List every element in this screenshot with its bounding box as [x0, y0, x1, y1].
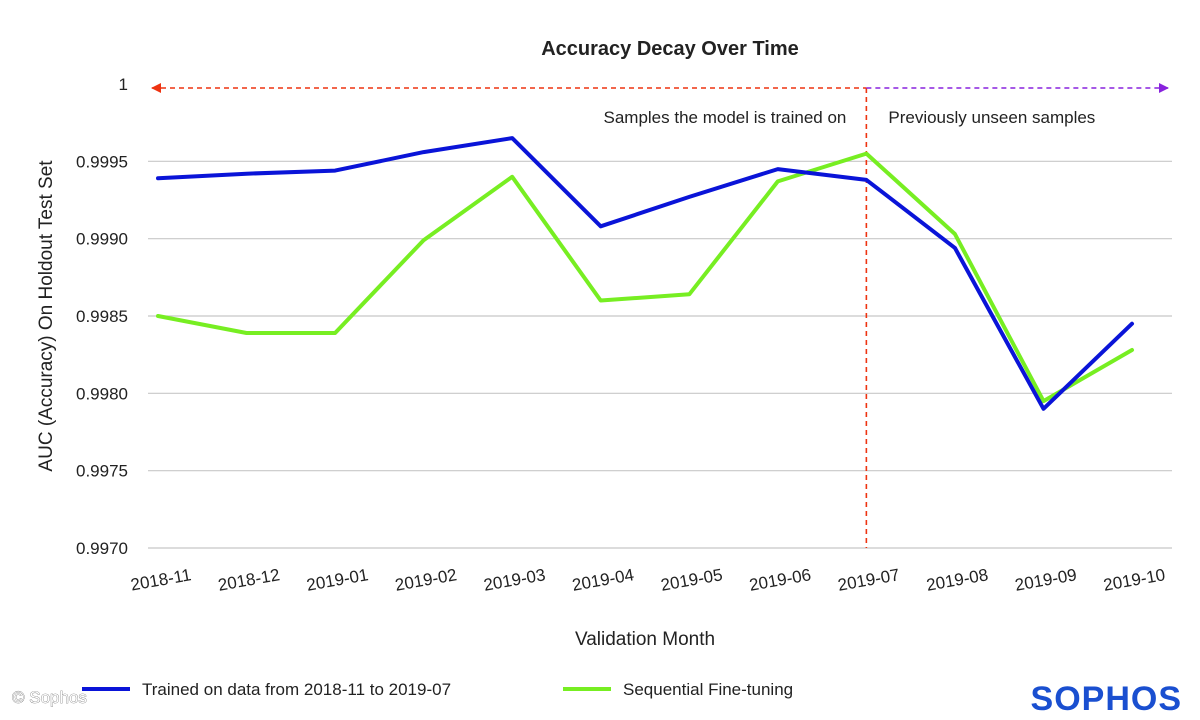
fine-tuning-point	[1130, 348, 1134, 352]
y-tick-label: 0.9995	[76, 152, 128, 171]
trained-region-label: Samples the model is trained on	[604, 108, 847, 127]
unseen-region-label: Previously unseen samples	[888, 108, 1095, 127]
series-line-trained	[156, 136, 1134, 411]
x-tick-labels: 2018-11 2018-12 2019-01 2019-02 2019-03 2019-…	[129, 565, 1167, 595]
x-axis-title: Validation Month	[575, 629, 715, 650]
fine-tuning-point	[333, 331, 337, 335]
trained-point	[599, 224, 603, 228]
trained-point	[1041, 407, 1045, 411]
trained-point	[510, 136, 514, 140]
x-tick-label: 2019-05	[659, 565, 724, 595]
x-tick-label: 2019-01	[305, 565, 370, 595]
trained-point	[687, 195, 691, 199]
y-tick-label: 0.9990	[76, 230, 128, 249]
y-tick-labels: 1 0.9995 0.9990 0.9985 0.9980 0.9975 0.9970	[76, 75, 128, 558]
fine-tuning-point	[687, 292, 691, 296]
legend-label: Trained on data from 2018-11 to 2019-07	[142, 680, 451, 699]
x-tick-label: 2019-04	[571, 565, 636, 595]
x-tick-label: 2019-06	[748, 565, 813, 595]
legend: Trained on data from 2018-11 to 2019-07 S…	[82, 680, 793, 699]
fine-tuning-point	[510, 175, 514, 179]
fine-tuning-point	[599, 299, 603, 303]
fine-tuning-point	[245, 331, 249, 335]
x-tick-label: 2019-02	[394, 565, 459, 595]
fine-tuning-point	[953, 232, 957, 236]
y-tick-label: 0.9975	[76, 462, 128, 481]
x-tick-label: 2019-08	[925, 565, 990, 595]
legend-label: Sequential Fine-tuning	[623, 680, 793, 699]
trained-point	[156, 176, 160, 180]
y-axis-title: AUC (Accuracy) On Holdout Test Set	[36, 160, 57, 472]
y-tick-label: 0.9980	[76, 384, 128, 403]
trained-point	[422, 150, 426, 154]
x-tick-label: 2019-07	[836, 565, 901, 595]
series-lines	[156, 136, 1134, 411]
trained-point	[864, 178, 868, 182]
fine-tuning-point	[776, 179, 780, 183]
trained-point	[1130, 322, 1134, 326]
copyright-notice: © Sophos	[12, 688, 87, 707]
fine-tuning-point	[156, 314, 160, 318]
sophos-logo: SOPHOS	[1031, 680, 1182, 718]
chart-title: Accuracy Decay Over Time	[541, 38, 799, 60]
trained-point	[953, 246, 957, 250]
fine-tuning-point	[864, 152, 868, 156]
y-tick-label: 0.9985	[76, 307, 128, 326]
y-tick-label: 0.9970	[76, 539, 128, 558]
fine-tuning-point	[422, 238, 426, 242]
trained-point	[245, 172, 249, 176]
trained-point	[333, 169, 337, 173]
x-tick-label: 2018-12	[216, 565, 281, 595]
grid-lines	[148, 160, 1172, 549]
trained-point	[776, 167, 780, 171]
x-tick-label: 2019-03	[482, 565, 547, 595]
y-tick-label: 1	[119, 75, 128, 94]
x-tick-label: 2019-10	[1102, 565, 1167, 595]
x-tick-label: 2019-09	[1013, 565, 1078, 595]
region-annotations: Samples the model is trained on Previousl…	[151, 83, 1169, 548]
series-line-fine-tuning	[156, 151, 1134, 404]
x-tick-label: 2018-11	[129, 565, 193, 594]
